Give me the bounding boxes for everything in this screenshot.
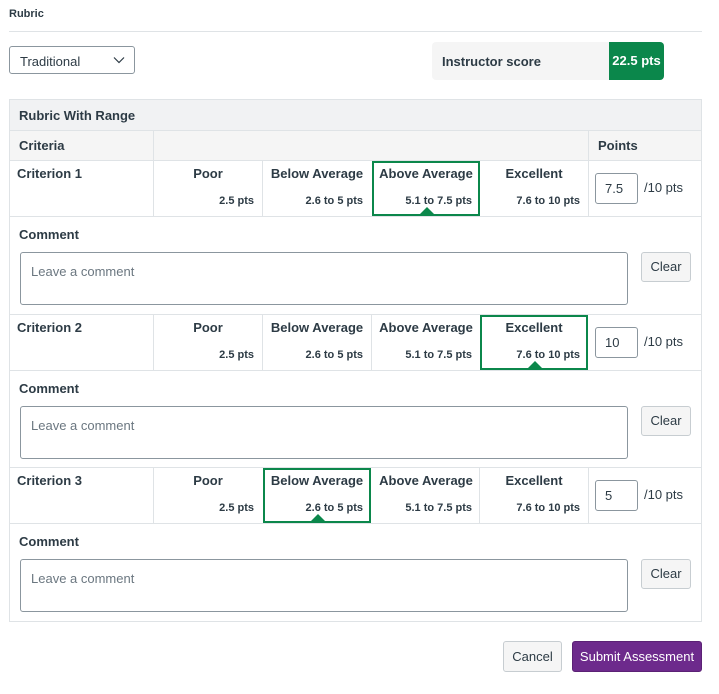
rating-points: 2.5 pts	[219, 195, 254, 207]
column-divider	[479, 468, 480, 523]
rating-points: 5.1 to 7.5 pts	[405, 195, 472, 207]
rating-poor[interactable]: Poor 2.5 pts	[154, 468, 262, 523]
rubric-title: Rubric With Range	[19, 108, 136, 123]
instructor-score: Instructor score 22.5 pts	[432, 42, 664, 80]
comment-textarea[interactable]: Leave a comment	[20, 406, 628, 459]
rating-title: Above Average	[379, 473, 473, 488]
rubric-column-header: Criteria Points	[10, 131, 701, 161]
column-divider	[262, 161, 263, 216]
rating-below-average[interactable]: Below Average 2.6 to 5 pts	[263, 161, 371, 216]
points-input[interactable]: 5	[595, 480, 638, 511]
chevron-down-icon	[113, 57, 125, 64]
rating-title: Below Average	[270, 166, 364, 181]
rating-title: Excellent	[505, 473, 563, 488]
points-max: /10 pts	[644, 180, 684, 195]
comment-label: Comment	[19, 534, 79, 549]
rating-points: 7.6 to 10 pts	[516, 502, 580, 514]
rubric-heading: Rubric	[9, 8, 44, 20]
submit-assessment-button[interactable]: Submit Assessment	[572, 641, 702, 672]
column-divider	[153, 468, 154, 523]
comment-textarea[interactable]: Leave a comment	[20, 252, 628, 305]
criterion-row-1: Criterion 1 Poor 2.5 pts Below Average 2…	[10, 161, 701, 217]
instructor-score-label: Instructor score	[442, 54, 541, 69]
rating-title: Excellent	[505, 320, 563, 335]
rating-points: 5.1 to 7.5 pts	[405, 502, 472, 514]
column-divider	[153, 131, 154, 161]
column-divider	[262, 315, 263, 370]
rating-title: Poor	[193, 320, 223, 335]
rating-points: 2.5 pts	[219, 349, 254, 361]
rating-above-average[interactable]: Above Average 5.1 to 7.5 pts	[372, 315, 480, 370]
points-input[interactable]: 7.5	[595, 173, 638, 204]
column-divider	[588, 131, 589, 161]
rating-title: Below Average	[270, 320, 364, 335]
comment-placeholder: Leave a comment	[31, 571, 135, 586]
rating-view-select-value: Traditional	[20, 54, 81, 69]
rubric-table: Rubric With Range Criteria Points Criter…	[9, 99, 702, 622]
rating-below-average[interactable]: Below Average 2.6 to 5 pts	[263, 315, 371, 370]
rating-title: Below Average	[270, 473, 364, 488]
rating-excellent[interactable]: Excellent 7.6 to 10 pts	[480, 315, 588, 370]
rating-points: 7.6 to 10 pts	[516, 349, 580, 361]
rating-above-average[interactable]: Above Average 5.1 to 7.5 pts	[372, 161, 480, 216]
rating-excellent[interactable]: Excellent 7.6 to 10 pts	[480, 468, 588, 523]
criterion-name: Criterion 1	[17, 166, 83, 181]
rating-view-select[interactable]: Traditional	[9, 46, 135, 74]
rating-title: Poor	[193, 166, 223, 181]
rating-points: 5.1 to 7.5 pts	[405, 349, 472, 361]
comment-label: Comment	[19, 381, 79, 396]
clear-button[interactable]: Clear	[641, 406, 691, 436]
points-input[interactable]: 10	[595, 327, 638, 358]
points-max: /10 pts	[644, 334, 684, 349]
criterion-name: Criterion 3	[17, 473, 83, 488]
rating-poor[interactable]: Poor 2.5 pts	[154, 315, 262, 370]
comment-label: Comment	[19, 227, 79, 242]
column-divider	[588, 161, 589, 216]
points-header: Points	[598, 138, 638, 153]
points-max: /10 pts	[644, 487, 684, 502]
criteria-header: Criteria	[19, 138, 65, 153]
clear-button[interactable]: Clear	[641, 252, 691, 282]
rating-title: Excellent	[505, 166, 563, 181]
rating-excellent[interactable]: Excellent 7.6 to 10 pts	[480, 161, 588, 216]
column-divider	[153, 315, 154, 370]
criterion-row-2: Criterion 2 Poor 2.5 pts Below Average 2…	[10, 314, 701, 371]
rating-points: 2.6 to 5 pts	[305, 195, 363, 207]
rating-title: Above Average	[379, 166, 473, 181]
criterion-name: Criterion 2	[17, 320, 83, 335]
column-divider	[153, 161, 154, 216]
criterion-row-3: Criterion 3 Poor 2.5 pts Below Average 2…	[10, 467, 701, 524]
rating-title: Above Average	[379, 320, 473, 335]
rating-points: 7.6 to 10 pts	[516, 195, 580, 207]
comment-placeholder: Leave a comment	[31, 264, 135, 279]
rating-points: 2.6 to 5 pts	[305, 502, 363, 514]
instructor-score-value: 22.5 pts	[609, 42, 664, 80]
header-divider	[9, 31, 702, 32]
comment-textarea[interactable]: Leave a comment	[20, 559, 628, 612]
comment-placeholder: Leave a comment	[31, 418, 135, 433]
clear-button[interactable]: Clear	[641, 559, 691, 589]
rubric-title-bar: Rubric With Range	[10, 100, 701, 131]
cancel-button[interactable]: Cancel	[503, 641, 562, 672]
rating-poor[interactable]: Poor 2.5 pts	[154, 161, 262, 216]
rating-below-average[interactable]: Below Average 2.6 to 5 pts	[263, 468, 371, 523]
rating-above-average[interactable]: Above Average 5.1 to 7.5 pts	[372, 468, 480, 523]
rating-title: Poor	[193, 473, 223, 488]
column-divider	[588, 468, 589, 523]
column-divider	[371, 315, 372, 370]
rating-points: 2.6 to 5 pts	[305, 349, 363, 361]
rating-points: 2.5 pts	[219, 502, 254, 514]
